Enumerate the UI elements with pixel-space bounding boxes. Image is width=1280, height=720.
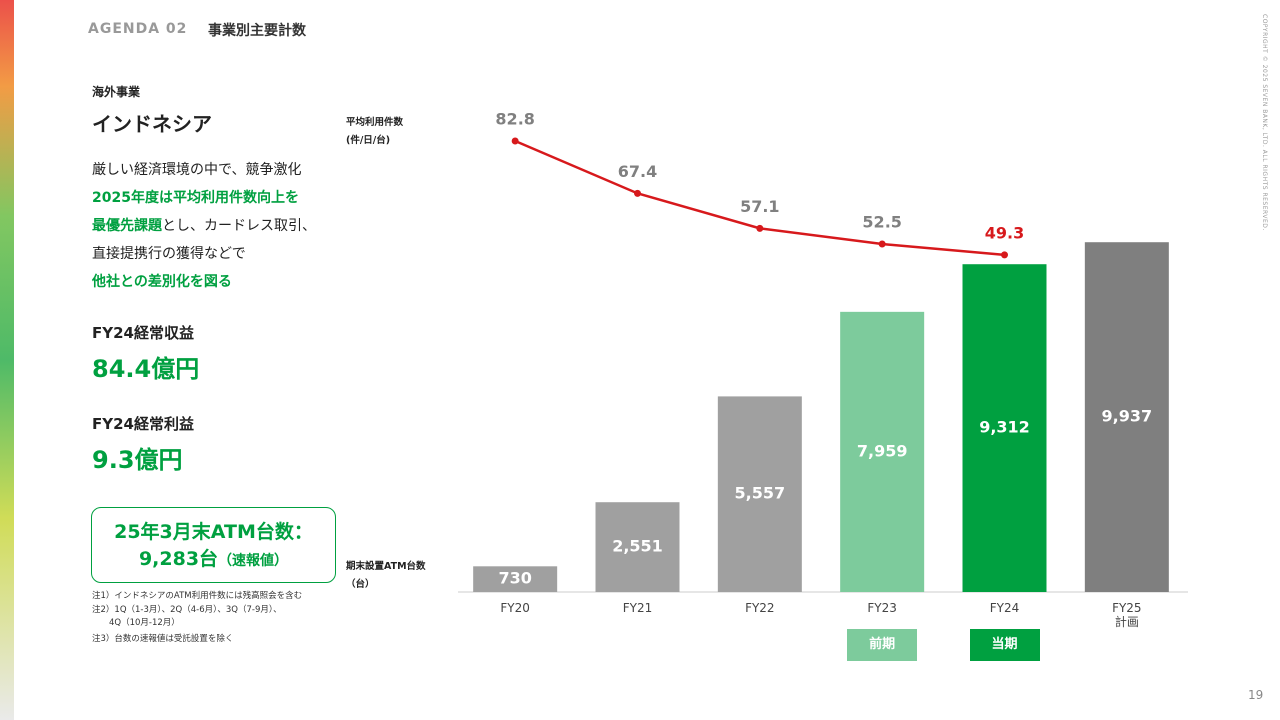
- summary-text: とし、カードレス取引、: [162, 218, 316, 234]
- accent-strip: [0, 0, 14, 720]
- bar: [595, 502, 680, 592]
- note: 注1）インドネシアのATM利用件数には残高照会を含む: [92, 591, 303, 601]
- bar-value-label: 2,551: [612, 537, 663, 556]
- note: 注3）台数の速報値は受託設置を除く: [92, 634, 234, 644]
- bar-value-label: 9,937: [1102, 407, 1153, 426]
- line-value-label: 52.5: [862, 213, 901, 232]
- line-value-label: 49.3: [985, 223, 1024, 242]
- note: 注2）1Q（1-3月）、2Q（4-6月）、3Q（7-9月）、 4Q（10月-12…: [92, 605, 282, 628]
- line-value-label: 67.4: [618, 162, 657, 181]
- summary-line: 2025年度は平均利用件数向上を: [92, 188, 299, 208]
- summary-text: 厳しい経済環境の中で、競争激化: [92, 162, 302, 178]
- summary-text: 最優先課題: [92, 218, 162, 234]
- y-axis-label: 期末設置ATM台数 （台）: [346, 561, 426, 590]
- x-tick-label: FY20: [500, 601, 530, 615]
- y2-axis-label: 平均利用件数 (件/日/台): [346, 117, 404, 146]
- line-point: [756, 224, 764, 232]
- summary-line: 最優先課題とし、カードレス取引、: [92, 216, 316, 236]
- metric-value: 9.3億円: [92, 446, 183, 474]
- line-point: [634, 189, 641, 197]
- accent-fade: [14, 0, 44, 720]
- segment: 海外事業: [92, 85, 141, 99]
- bar-value-label: 5,557: [735, 484, 786, 503]
- bar-value-label: 9,312: [979, 418, 1030, 437]
- summary-line: 直接提携行の獲得などで: [92, 244, 246, 264]
- bar: [473, 566, 558, 592]
- atm-line1: 25年3月末ATM台数：: [114, 521, 313, 543]
- summary-text: 他社との差別化を図る: [92, 274, 232, 290]
- summary-line: 厳しい経済環境の中で、競争激化: [92, 160, 301, 180]
- summary-line: 他社との差別化を図る: [92, 272, 232, 292]
- line-value-label: 82.8: [495, 109, 534, 128]
- bar: [717, 396, 802, 592]
- bar: [962, 264, 1047, 592]
- bar-value-label: 730: [498, 569, 531, 588]
- atm-suffix: （速報値）: [218, 553, 289, 569]
- x-tick-label: FY24: [989, 601, 1020, 615]
- summary-text: 直接提携行の獲得などで: [92, 246, 246, 262]
- country: インドネシア: [92, 112, 212, 136]
- page-number: 19: [1248, 688, 1264, 702]
- header-title: 事業別主要計数: [208, 23, 306, 39]
- x-tick-label: FY21: [622, 601, 653, 615]
- metric-label: FY24経常利益: [92, 415, 194, 433]
- metric-value: 84.4億円: [92, 355, 200, 383]
- period-label: 当期: [969, 629, 1040, 661]
- bar: [840, 311, 925, 592]
- atm-count: 9,283台: [138, 548, 219, 570]
- metric-label: FY24経常収益: [92, 324, 194, 342]
- summary-text: 2025年度は平均利用件数向上を: [92, 190, 299, 206]
- bar: [1084, 242, 1169, 593]
- line-point: [878, 240, 886, 248]
- bar-value-label: 7,959: [857, 441, 908, 460]
- agenda: AGENDA 02: [88, 21, 188, 37]
- atm-box: 25年3月末ATM台数： 9,283台（速報値）: [91, 507, 336, 583]
- line-value-label: 57.1: [740, 197, 779, 216]
- period-label: 前期: [847, 629, 918, 661]
- x-tick-label: FY25 計画: [1112, 601, 1142, 629]
- line-point: [1001, 251, 1008, 259]
- x-tick-label: FY22: [745, 601, 775, 615]
- atm-line2: 9,283台（速報値）: [92, 544, 335, 571]
- x-tick-label: FY23: [867, 601, 897, 615]
- line-point: [511, 137, 519, 145]
